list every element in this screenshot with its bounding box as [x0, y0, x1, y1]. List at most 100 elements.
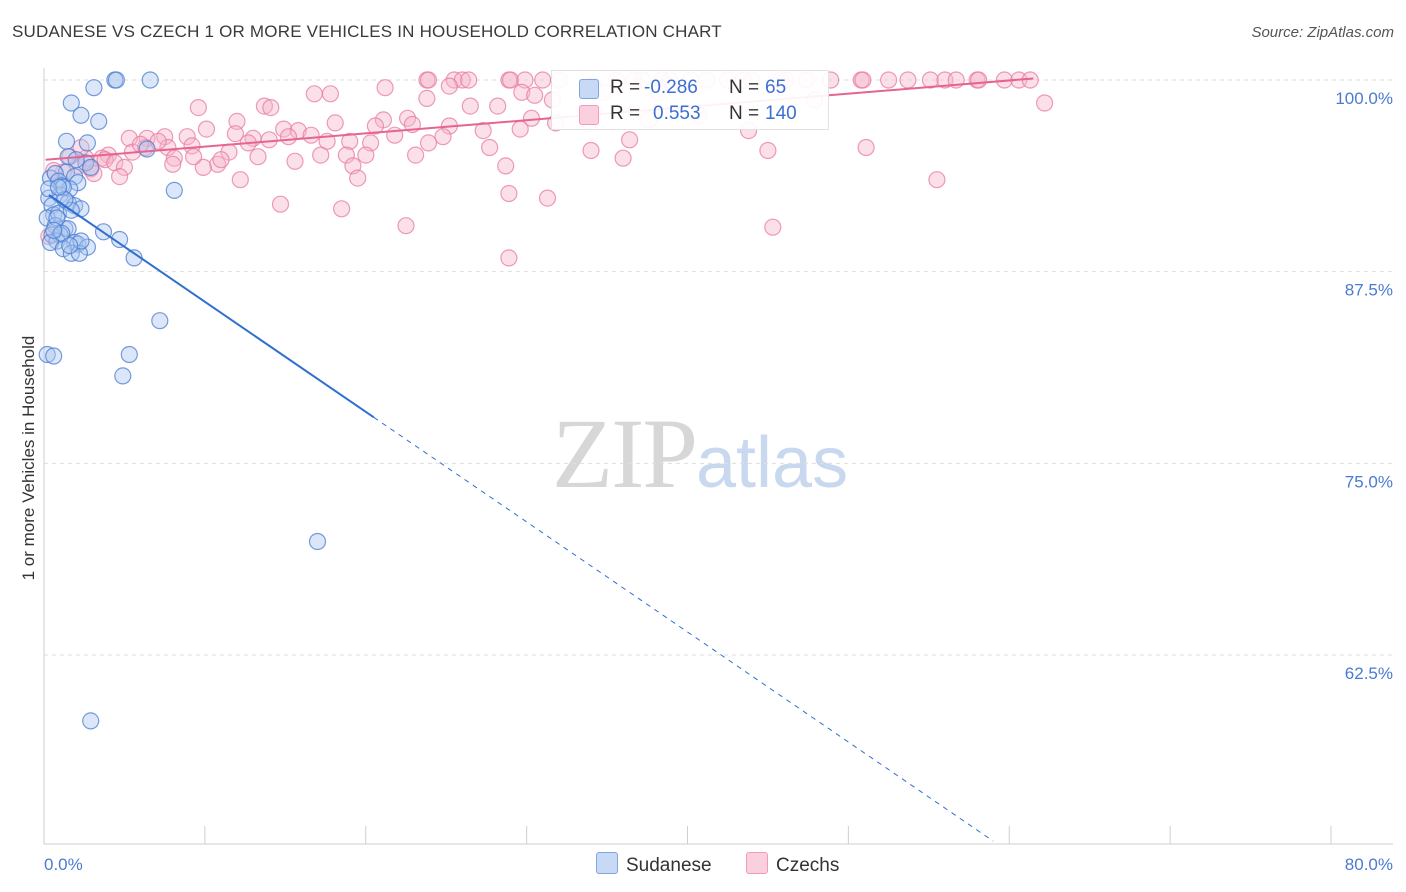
czechs-point: [333, 200, 351, 218]
czechs-trend-line: [45, 77, 1034, 161]
gridlines: [44, 79, 1393, 656]
czechs-point: [178, 128, 196, 146]
czechs-point: [500, 249, 518, 267]
czechs-point: [501, 71, 520, 89]
czechs-point: [500, 184, 518, 203]
czechs-point: [440, 77, 458, 95]
sudanese-point: [82, 712, 100, 730]
czechs-point: [349, 169, 367, 187]
sudanese-point: [72, 232, 90, 250]
czechs-point: [228, 112, 246, 131]
czechs-point: [489, 97, 507, 115]
czechs-point: [185, 148, 203, 166]
sudanese-point: [78, 134, 97, 152]
czechs-point: [260, 131, 278, 149]
czechs-point: [513, 83, 531, 101]
sudanese-point: [85, 79, 103, 97]
czechs-point: [183, 137, 201, 155]
sudanese-swatch: [579, 79, 599, 99]
czechs-point: [194, 158, 212, 176]
czechs-point: [857, 138, 875, 157]
czechs-point: [337, 146, 355, 164]
czechs-point: [159, 138, 177, 157]
x-tick-label-max: 80.0%: [1345, 855, 1393, 874]
czechs-point: [165, 149, 183, 167]
y-tick-label: 75.0%: [1345, 472, 1393, 491]
czechs-point: [474, 122, 492, 140]
sudanese-point: [45, 221, 63, 239]
czechs-point: [526, 86, 544, 104]
data-points: [38, 71, 1054, 730]
czechs-point: [326, 114, 344, 132]
czechs-point: [497, 157, 515, 175]
source-credit[interactable]: Source: ZipAtlas.com: [1251, 24, 1394, 41]
sudanese-point: [77, 154, 95, 172]
czechs-point: [970, 71, 988, 89]
sudanese-point: [49, 178, 68, 196]
czechs-legend-swatch: [746, 852, 768, 874]
y-tick-label: 62.5%: [1345, 664, 1393, 683]
czechs-point: [209, 155, 227, 173]
sudanese-point: [82, 158, 100, 176]
czechs-n-value: 140: [765, 103, 797, 124]
czechs-legend-label: Czechs: [776, 855, 840, 876]
sudanese-point: [57, 132, 76, 150]
czechs-point: [614, 149, 632, 167]
czechs-point: [879, 71, 898, 89]
sudanese-n-value: 65: [765, 77, 787, 98]
czechs-point: [249, 148, 267, 166]
czechs-point: [921, 71, 940, 89]
czechs-point: [481, 138, 499, 157]
czechs-r-value: 0.553: [653, 103, 701, 124]
czechs-point: [357, 146, 375, 164]
sudanese-point: [165, 181, 183, 199]
czechs-point: [1035, 94, 1054, 112]
czechs-point: [461, 97, 479, 115]
legend-row-czechs: R = 0.553 N = 140: [552, 101, 828, 127]
axes: [43, 68, 1393, 845]
czechs-point: [341, 132, 359, 150]
czechs-point: [366, 117, 384, 135]
sudanese-legend-swatch: [596, 852, 618, 874]
czechs-point: [759, 141, 777, 160]
czechs-point: [419, 71, 438, 89]
sudanese-point: [141, 71, 159, 89]
r-label: R =: [610, 77, 641, 98]
czechs-point: [302, 126, 320, 144]
tick-labels: 100.0% 87.5% 75.0% 62.5% 0.0% 80.0%: [44, 89, 1393, 874]
czechs-point: [305, 85, 323, 103]
czechs-point: [407, 146, 425, 164]
sudanese-point: [308, 532, 327, 551]
czechs-point: [164, 155, 182, 173]
watermark-zip: ZIP: [552, 398, 698, 509]
czechs-point: [226, 125, 244, 143]
czechs-point: [212, 151, 230, 169]
sudanese-point: [114, 367, 132, 385]
sudanese-legend-label: Sudanese: [626, 855, 712, 876]
sudanese-point: [90, 112, 108, 131]
sudanese-point: [67, 151, 85, 169]
czechs-point: [376, 79, 394, 97]
series-legend-czechs[interactable]: Czechs: [746, 852, 839, 877]
czechs-point: [418, 89, 436, 108]
czechs-swatch: [579, 105, 599, 125]
czechs-point: [286, 152, 304, 170]
czechs-point: [110, 168, 129, 186]
sudanese-point: [54, 178, 72, 196]
y-tick-label: 87.5%: [1345, 281, 1393, 300]
czechs-point: [262, 98, 280, 117]
czechs-point: [854, 71, 872, 89]
czechs-point: [321, 85, 339, 103]
x-tick-label-min: 0.0%: [44, 855, 83, 874]
czechs-point: [115, 158, 134, 176]
czechs-point: [434, 128, 452, 146]
sudanese-point: [62, 94, 80, 112]
series-legend-sudanese[interactable]: Sudanese: [596, 852, 712, 877]
czechs-point: [197, 120, 216, 138]
n-label: N =: [729, 103, 760, 124]
sudanese-point: [120, 345, 138, 364]
trend-lines: [45, 77, 1034, 842]
sudanese-point: [151, 312, 169, 330]
czechs-point: [534, 71, 552, 89]
sudanese-point: [61, 237, 79, 255]
